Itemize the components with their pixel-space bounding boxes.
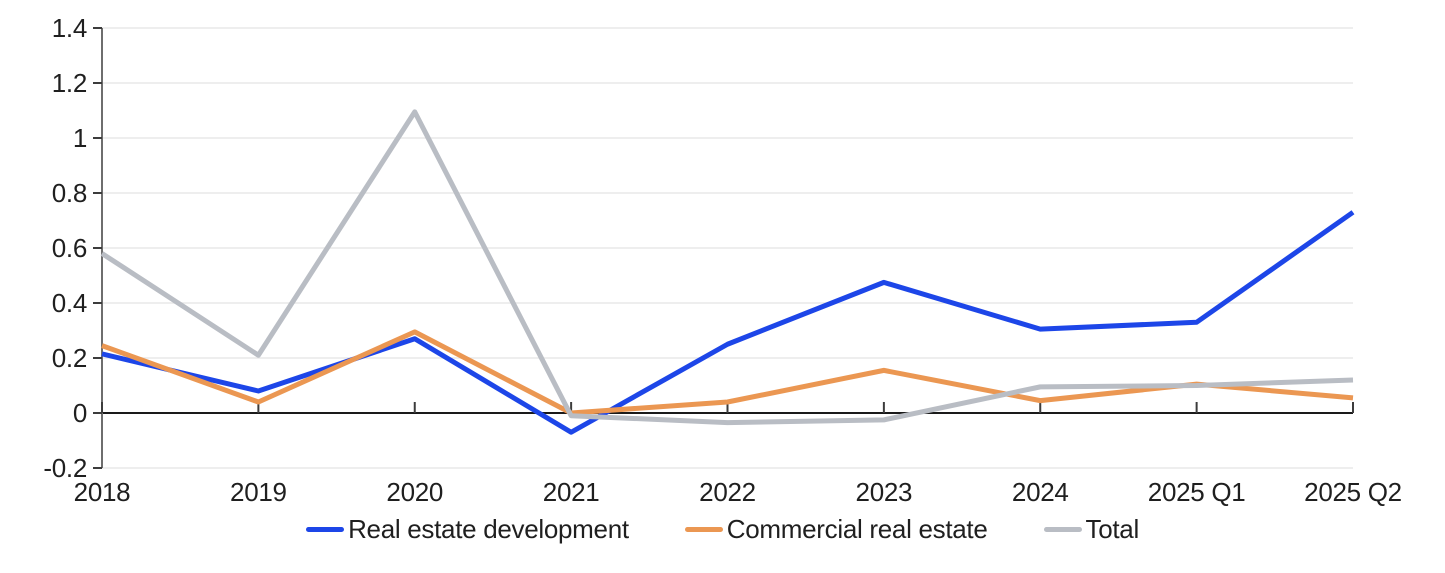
x-tick-label: 2022 — [699, 477, 756, 507]
y-tick-label: 1.2 — [52, 68, 87, 98]
chart-legend: Real estate development Commercial real … — [0, 514, 1445, 545]
x-tick-label: 2025 Q2 — [1304, 477, 1402, 507]
y-tick-label: 0 — [73, 398, 87, 428]
y-tick-label: 1 — [73, 123, 87, 153]
x-tick-label: 2020 — [386, 477, 443, 507]
legend-label-commercial-real-estate: Commercial real estate — [726, 514, 988, 544]
legend-label-total: Total — [1085, 514, 1140, 544]
y-tick-label: 0.4 — [52, 288, 87, 318]
y-tick-label: -0.2 — [43, 453, 87, 483]
y-tick-label: 0.8 — [52, 178, 87, 208]
series-line-real-estate-development — [101, 210, 1355, 435]
y-tick-label: 0.6 — [52, 233, 87, 263]
legend-swatch-total — [1043, 527, 1082, 532]
x-tick-label: 2021 — [543, 477, 600, 507]
x-tick-label: 2018 — [74, 477, 131, 507]
y-tick-label: 0.2 — [52, 343, 87, 373]
x-tick-label: 2019 — [230, 477, 287, 507]
series-line-total — [100, 109, 1354, 426]
legend-label-real-estate-development: Real estate development — [348, 514, 629, 544]
legend-swatch-commercial-real-estate — [684, 527, 723, 532]
legend-item-real-estate-development: Real estate development — [306, 514, 629, 545]
legend-swatch-real-estate-development — [306, 527, 345, 532]
x-tick-label: 2025 Q1 — [1148, 477, 1246, 507]
series-line-commercial-real-estate — [101, 329, 1354, 416]
legend-item-commercial-real-estate: Commercial real estate — [684, 514, 988, 545]
x-tick-label: 2023 — [856, 477, 913, 507]
x-tick-label: 2024 — [1012, 477, 1069, 507]
y-tick-label: 1.4 — [52, 13, 87, 43]
legend-item-total: Total — [1043, 514, 1140, 545]
